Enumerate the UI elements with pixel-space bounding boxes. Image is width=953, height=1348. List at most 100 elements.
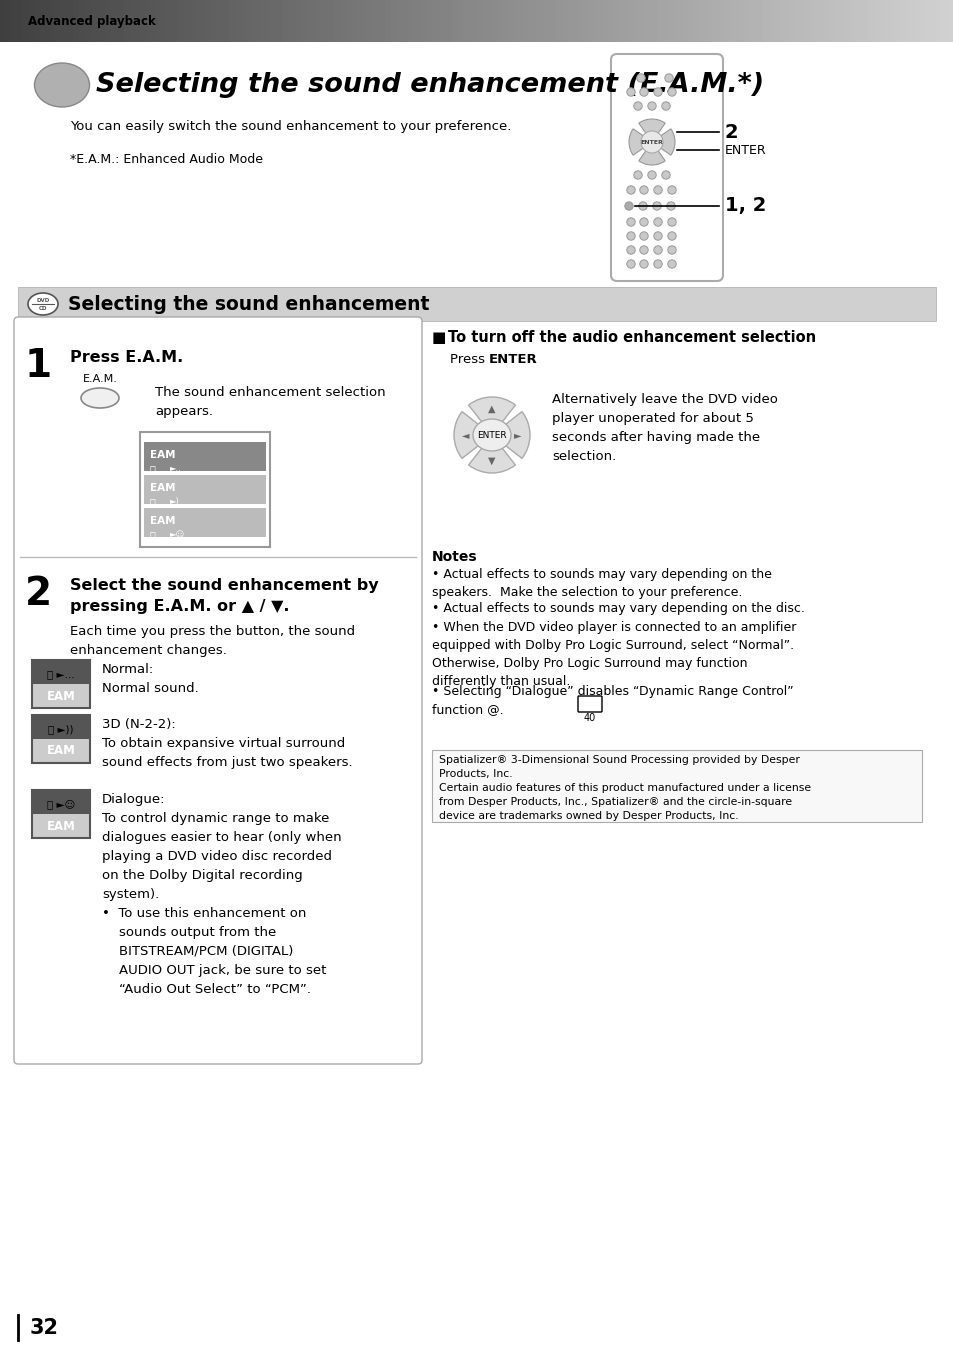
Text: ■: ■: [432, 330, 451, 345]
Circle shape: [653, 88, 661, 96]
Text: ENTER: ENTER: [476, 430, 506, 439]
Text: 🔊 ►☺: 🔊 ►☺: [47, 799, 75, 809]
Text: *E.A.M.: Enhanced Audio Mode: *E.A.M.: Enhanced Audio Mode: [70, 154, 263, 166]
Circle shape: [639, 260, 647, 268]
Text: • Actual effects to sounds may vary depending on the disc.: • Actual effects to sounds may vary depe…: [432, 603, 804, 615]
Bar: [144, 474, 266, 504]
Circle shape: [653, 260, 661, 268]
FancyBboxPatch shape: [14, 317, 421, 1064]
Text: DVD: DVD: [36, 298, 50, 302]
Text: Spatializer® 3-Dimensional Sound Processing provided by Desper
Products, Inc.
Ce: Spatializer® 3-Dimensional Sound Process…: [438, 755, 810, 821]
Bar: [140, 431, 270, 547]
Text: ►☺: ►☺: [170, 530, 185, 539]
Text: Each time you press the button, the sound
enhancement changes.: Each time you press the button, the soun…: [70, 625, 355, 656]
Bar: [32, 714, 90, 739]
Text: 2: 2: [724, 123, 738, 142]
Circle shape: [667, 260, 676, 268]
Ellipse shape: [34, 63, 90, 106]
Circle shape: [661, 171, 670, 179]
Text: 32: 32: [30, 1318, 59, 1339]
Text: EAM: EAM: [47, 689, 75, 702]
Text: 1: 1: [25, 346, 51, 386]
Wedge shape: [468, 398, 515, 435]
Text: 🔊 ►...: 🔊 ►...: [47, 669, 74, 679]
Wedge shape: [651, 129, 675, 155]
Text: ENTER: ENTER: [724, 143, 766, 156]
Circle shape: [639, 202, 646, 210]
Text: Selecting the sound enhancement: Selecting the sound enhancement: [68, 294, 429, 314]
Circle shape: [639, 88, 647, 96]
Text: 🔊: 🔊: [150, 464, 155, 474]
Circle shape: [664, 74, 673, 82]
Circle shape: [653, 218, 661, 226]
Text: 🔊 ►)): 🔊 ►)): [49, 724, 73, 735]
Ellipse shape: [81, 388, 119, 408]
Circle shape: [653, 186, 661, 194]
Circle shape: [647, 171, 656, 179]
FancyBboxPatch shape: [610, 54, 722, 280]
Circle shape: [626, 260, 635, 268]
Circle shape: [626, 218, 635, 226]
Bar: [432, 749, 921, 822]
Text: CD: CD: [39, 306, 48, 310]
Text: E.A.M.: E.A.M.: [83, 373, 117, 384]
Text: To turn off the audio enhancement selection: To turn off the audio enhancement select…: [448, 330, 815, 345]
Text: ▲: ▲: [488, 404, 496, 414]
Text: EAM: EAM: [47, 744, 75, 758]
Bar: [18, 287, 935, 321]
Bar: [144, 508, 266, 537]
Circle shape: [639, 245, 647, 255]
Text: 3D (N-2-2):
To obtain expansive virtual surround
sound effects from just two spe: 3D (N-2-2): To obtain expansive virtual …: [102, 718, 353, 768]
Circle shape: [639, 232, 647, 240]
Text: Alternatively leave the DVD video
player unoperated for about 5
seconds after ha: Alternatively leave the DVD video player…: [552, 394, 777, 462]
Bar: [32, 790, 90, 838]
Text: 1, 2: 1, 2: [724, 197, 765, 216]
Text: Press E.A.M.: Press E.A.M.: [70, 350, 183, 365]
Circle shape: [667, 88, 676, 96]
Text: ►..: ►..: [170, 464, 182, 473]
Text: ENTER: ENTER: [639, 139, 662, 144]
Wedge shape: [454, 411, 492, 458]
Wedge shape: [468, 435, 515, 473]
Text: Dialogue:
To control dynamic range to make
dialogues easier to hear (only when
p: Dialogue: To control dynamic range to ma…: [102, 793, 341, 996]
Text: Press: Press: [450, 353, 489, 367]
Circle shape: [666, 202, 675, 210]
Circle shape: [637, 74, 644, 82]
Wedge shape: [628, 129, 651, 155]
Text: 2: 2: [25, 576, 51, 613]
Circle shape: [653, 232, 661, 240]
Circle shape: [667, 232, 676, 240]
Circle shape: [626, 186, 635, 194]
Text: ▼: ▼: [488, 456, 496, 466]
Text: ►): ►): [170, 497, 179, 506]
Circle shape: [626, 88, 635, 96]
Circle shape: [626, 232, 635, 240]
Text: 🔊: 🔊: [150, 497, 155, 507]
Text: EAM: EAM: [47, 820, 75, 833]
Text: • Selecting “Dialogue” disables “Dynamic Range Control”
function @.: • Selecting “Dialogue” disables “Dynamic…: [432, 685, 793, 716]
Text: 40: 40: [583, 713, 596, 723]
Circle shape: [667, 218, 676, 226]
Text: EAM: EAM: [150, 516, 175, 526]
Text: Notes: Notes: [432, 550, 477, 563]
Circle shape: [667, 186, 676, 194]
Circle shape: [667, 245, 676, 255]
Circle shape: [640, 131, 662, 154]
Wedge shape: [639, 142, 664, 164]
Text: • Actual effects to sounds may vary depending on the
speakers.  Make the selecti: • Actual effects to sounds may vary depe…: [432, 568, 771, 599]
Circle shape: [639, 186, 647, 194]
Wedge shape: [639, 119, 664, 142]
Circle shape: [633, 171, 641, 179]
Text: ENTER: ENTER: [489, 353, 537, 367]
Bar: [32, 714, 90, 763]
Text: The sound enhancement selection
appears.: The sound enhancement selection appears.: [154, 386, 385, 418]
Text: 🔊: 🔊: [150, 530, 155, 541]
Circle shape: [639, 218, 647, 226]
Text: ◄: ◄: [462, 430, 469, 439]
Text: • When the DVD video player is connected to an amplifier
equipped with Dolby Pro: • When the DVD video player is connected…: [432, 621, 796, 687]
Circle shape: [633, 102, 641, 111]
Text: Selecting the sound enhancement (E.A.M.*): Selecting the sound enhancement (E.A.M.*…: [96, 71, 763, 98]
FancyBboxPatch shape: [578, 696, 601, 712]
Circle shape: [653, 245, 661, 255]
Circle shape: [624, 202, 633, 210]
